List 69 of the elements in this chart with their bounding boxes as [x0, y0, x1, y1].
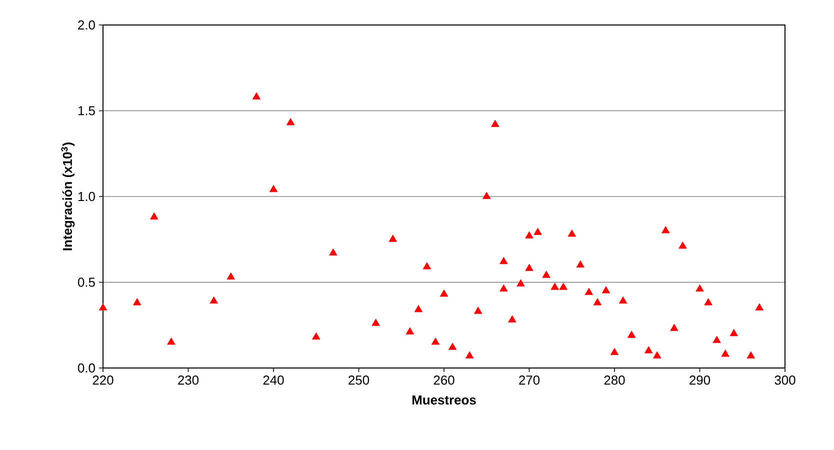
y-tick-label: 0.0	[78, 363, 95, 373]
point	[584, 288, 594, 295]
point	[252, 92, 261, 100]
point	[226, 272, 235, 280]
point	[210, 296, 218, 304]
point	[525, 231, 534, 238]
point	[167, 338, 176, 345]
point	[406, 327, 414, 334]
point	[269, 184, 278, 192]
x-tick-label: 270	[519, 376, 540, 385]
x-axis-title: Muestreos	[412, 396, 476, 405]
x-tick-label: 220	[92, 376, 114, 385]
y-tick-label: 0.5	[78, 278, 95, 287]
point	[482, 192, 491, 199]
y-tick-label: 2.0	[78, 20, 95, 30]
point	[653, 351, 662, 358]
point	[516, 279, 525, 286]
y-tick-label: 1.5	[78, 106, 95, 116]
point	[670, 324, 678, 332]
x-tick-label: 250	[348, 376, 370, 385]
point	[576, 260, 584, 268]
point	[721, 350, 730, 357]
point	[644, 346, 653, 354]
point	[500, 284, 508, 292]
point	[388, 234, 397, 242]
point	[593, 298, 602, 306]
point	[440, 290, 448, 297]
x-tick-label: 230	[178, 376, 199, 385]
point	[312, 332, 320, 340]
point	[550, 282, 559, 290]
x-tick-label: 240	[263, 376, 284, 385]
point	[712, 336, 721, 344]
y-axis-title: Integración (x10$^{3}$)	[61, 142, 75, 250]
point	[286, 118, 295, 126]
point	[508, 315, 516, 322]
point	[98, 303, 108, 310]
point	[704, 298, 712, 306]
point	[448, 342, 457, 350]
point	[465, 351, 474, 358]
point	[133, 298, 142, 306]
point	[329, 248, 338, 256]
x-tick-label: 290	[690, 376, 710, 385]
point	[474, 306, 482, 314]
y-tick-label: 1.0	[78, 192, 95, 202]
point	[414, 304, 423, 312]
point	[491, 120, 500, 127]
point	[755, 303, 764, 310]
x-tick-label: 300	[774, 376, 796, 385]
x-tick-label: 260	[434, 376, 454, 385]
point	[431, 338, 440, 345]
point	[627, 330, 636, 338]
point	[568, 230, 576, 237]
point	[610, 348, 619, 356]
point	[746, 351, 755, 358]
point	[542, 270, 550, 278]
point	[696, 284, 704, 292]
point	[372, 318, 380, 326]
point	[602, 286, 610, 294]
point	[662, 226, 670, 234]
point	[500, 256, 508, 264]
point	[150, 212, 158, 220]
point	[422, 262, 432, 270]
point	[678, 242, 687, 249]
point	[618, 296, 628, 304]
x-tick-label: 280	[604, 376, 625, 385]
point	[525, 264, 534, 271]
point	[559, 282, 568, 290]
point	[730, 329, 738, 336]
point	[534, 228, 542, 235]
